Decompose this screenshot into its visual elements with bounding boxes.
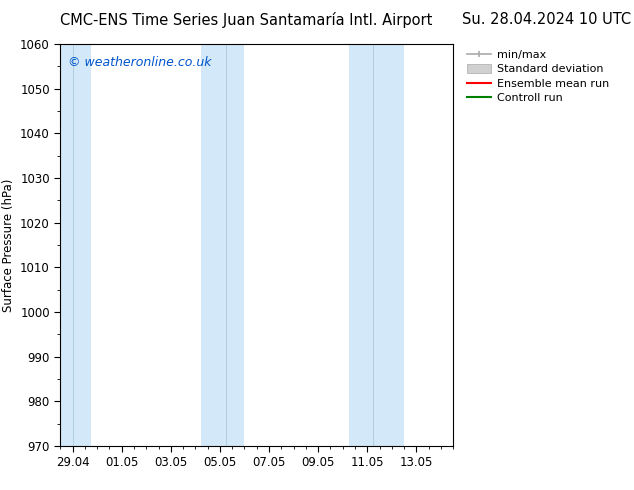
Text: Su. 28.04.2024 10 UTC: Su. 28.04.2024 10 UTC <box>462 12 631 27</box>
Y-axis label: Surface Pressure (hPa): Surface Pressure (hPa) <box>1 178 15 312</box>
Bar <box>60 44 91 446</box>
Legend: min/max, Standard deviation, Ensemble mean run, Controll run: min/max, Standard deviation, Ensemble me… <box>467 49 609 103</box>
Text: CMC-ENS Time Series Juan Santamaría Intl. Airport: CMC-ENS Time Series Juan Santamaría Intl… <box>60 12 432 28</box>
Text: © weatheronline.co.uk: © weatheronline.co.uk <box>68 56 212 69</box>
Bar <box>349 44 404 446</box>
Bar <box>202 44 245 446</box>
